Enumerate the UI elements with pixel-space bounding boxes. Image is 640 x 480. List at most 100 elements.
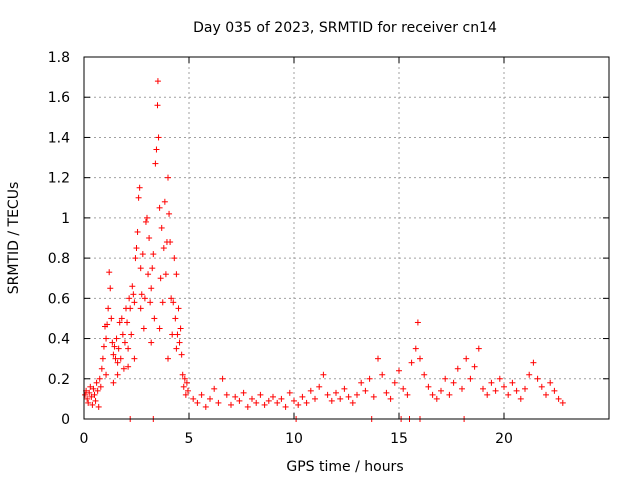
data-point — [93, 379, 100, 386]
data-point — [341, 385, 348, 392]
data-point — [349, 399, 356, 406]
data-point — [161, 198, 168, 205]
data-point — [89, 401, 96, 408]
data-point — [114, 371, 121, 378]
data-point — [417, 355, 423, 362]
data-point — [171, 255, 178, 262]
data-point — [526, 371, 533, 378]
data-point — [530, 359, 537, 366]
data-point — [100, 343, 107, 350]
data-point — [223, 391, 230, 398]
data-point — [391, 379, 398, 386]
tick-labels: 0 5 10 15 20 0 0.2 0.4 0.6 0.8 1 1.2 1.4 1.6 1.8 — [48, 50, 513, 447]
data-point — [183, 379, 190, 386]
data-point — [173, 271, 180, 278]
data-point — [295, 401, 302, 408]
data-point — [240, 389, 247, 396]
data-point — [92, 397, 99, 404]
data-point — [95, 403, 102, 410]
data-point — [166, 210, 173, 217]
y-tick-label: 1.8 — [48, 50, 70, 66]
data-point — [156, 325, 163, 332]
data-point — [145, 271, 152, 278]
data-point — [97, 383, 104, 390]
data-point — [165, 174, 171, 181]
data-point — [108, 315, 115, 322]
axis-ticks — [83, 56, 609, 420]
data-point — [165, 355, 171, 362]
data-point — [178, 351, 185, 358]
y-tick-label: 1 — [61, 211, 70, 227]
data-point — [236, 397, 243, 404]
plot-frame — [83, 56, 610, 420]
data-point — [433, 395, 440, 402]
y-tick-label: 0.8 — [48, 251, 70, 267]
data-point — [278, 395, 285, 402]
data-point — [170, 299, 177, 306]
data-point — [105, 305, 112, 312]
data-point — [396, 367, 402, 374]
x-tick-label: 10 — [285, 431, 303, 447]
data-point — [141, 295, 148, 302]
data-point — [110, 351, 117, 358]
data-point — [177, 325, 184, 332]
data-point — [543, 391, 549, 398]
data-point — [129, 283, 136, 290]
data-point — [232, 393, 239, 400]
data-point — [86, 389, 93, 396]
data-point — [159, 299, 166, 306]
data-point — [118, 315, 125, 322]
data-point — [172, 315, 179, 322]
data-point — [400, 385, 407, 392]
data-point — [106, 269, 113, 276]
data-point — [85, 399, 92, 406]
data-point — [333, 389, 339, 396]
data-point — [121, 339, 128, 346]
data-point — [153, 146, 160, 153]
data-point — [551, 387, 558, 394]
data-point — [202, 403, 209, 410]
data-point — [463, 355, 470, 362]
data-point — [182, 391, 189, 398]
data-point — [125, 345, 132, 352]
data-point — [249, 395, 255, 402]
data-point — [150, 251, 157, 258]
data-point — [517, 395, 524, 402]
data-point — [144, 214, 150, 221]
data-point — [534, 375, 541, 382]
data-point — [154, 102, 161, 109]
data-point — [354, 391, 360, 398]
data-point — [320, 371, 327, 378]
data-point — [173, 345, 180, 352]
data-point — [130, 291, 137, 298]
data-point — [324, 391, 331, 398]
data-point — [501, 383, 507, 390]
y-tick-label: 1.2 — [48, 171, 70, 187]
grid — [84, 57, 609, 419]
data-point — [484, 391, 491, 398]
data-point — [286, 389, 293, 396]
data-point — [475, 345, 482, 352]
data-point — [207, 395, 213, 402]
data-point — [137, 265, 144, 272]
data-point — [404, 391, 411, 398]
data-point — [454, 365, 461, 372]
data-point — [211, 385, 218, 392]
data-point — [148, 285, 155, 292]
data-point — [505, 391, 512, 398]
y-tick-label: 1.6 — [48, 90, 70, 106]
y-tick-label: 0.6 — [48, 291, 70, 307]
data-point — [198, 391, 205, 398]
data-point — [337, 395, 344, 402]
data-point — [555, 395, 562, 402]
x-tick-label: 0 — [80, 431, 89, 447]
data-point — [116, 319, 123, 326]
data-point — [509, 379, 516, 386]
data-point — [414, 319, 421, 326]
data-point — [167, 239, 174, 246]
data-point — [184, 387, 191, 394]
data-point — [135, 194, 142, 201]
data-point — [157, 275, 164, 282]
data-point — [149, 265, 156, 272]
